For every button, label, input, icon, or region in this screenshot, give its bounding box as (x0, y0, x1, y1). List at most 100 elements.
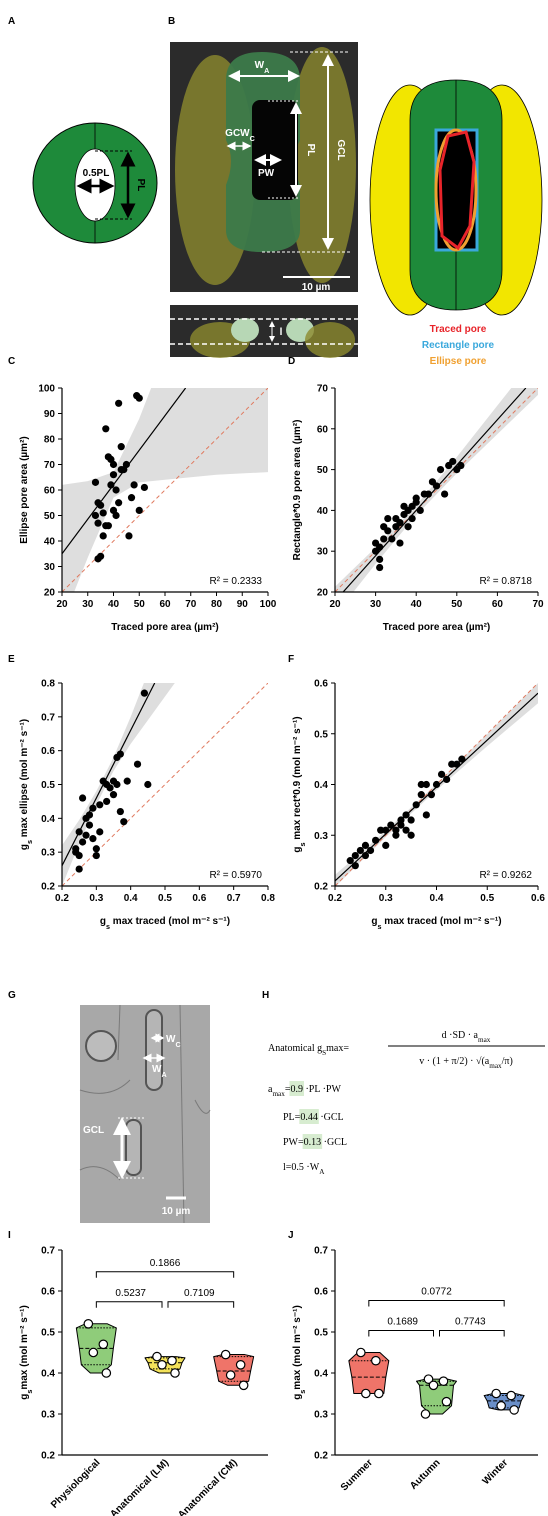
diagram-a (32, 122, 158, 244)
equation-part: 0.9 (290, 1084, 303, 1095)
data-point (85, 811, 94, 819)
micrograph-label: WC (166, 1034, 181, 1049)
y-axis-label-sub: s (298, 1390, 307, 1394)
micrograph-label-part: PL (305, 144, 316, 157)
y-axis-label-part: g (292, 1394, 303, 1400)
micrograph-label-part: GCL (335, 139, 346, 160)
data-point (102, 425, 110, 433)
x-axis-label-sub: s (378, 922, 382, 931)
annotation: R² = 0.2333 (209, 576, 262, 587)
equation-part: PL= (283, 1112, 301, 1123)
y-tick-label: 0.3 (314, 831, 328, 842)
x-tick-label: 100 (260, 599, 277, 610)
y-tick-label: 0.3 (314, 1410, 328, 1421)
micrograph-label: WA (152, 1064, 167, 1079)
violin (75, 1323, 117, 1374)
comparison-bracket (368, 1300, 505, 1307)
y-tick-label: 40 (317, 506, 329, 517)
data-point (127, 494, 136, 502)
equation-part: d ·SD · a (442, 1030, 479, 1041)
data-point (420, 1409, 431, 1419)
y-tick-label: 0.4 (41, 814, 55, 825)
micrograph-label: GCWC (225, 128, 255, 143)
data-point (361, 1388, 371, 1399)
x-tick-label: 70 (185, 599, 197, 610)
data-point (96, 828, 104, 836)
y-axis-label-part: max (mol m⁻² s⁻¹) (292, 1305, 303, 1389)
y-tick-label: 50 (44, 511, 56, 522)
data-point (135, 506, 143, 514)
data-point (408, 514, 416, 523)
x-axis-label-part: g (100, 916, 106, 927)
y-tick-label: 0.8 (41, 679, 55, 690)
y-axis-label: gsmax (mol m⁻² s⁻¹) (292, 1305, 307, 1400)
data-point (85, 821, 94, 829)
data-point (396, 519, 404, 527)
data-point (397, 821, 405, 829)
y-tick-label: 0.3 (41, 848, 55, 859)
data-point (384, 527, 392, 535)
data-point (89, 804, 97, 812)
x-tick-label: 30 (370, 599, 382, 610)
x-tick-label: 0.7 (227, 893, 241, 904)
data-point (140, 483, 148, 492)
micrograph-label-part: W (152, 1064, 162, 1075)
y-tick-label: 0.5 (41, 780, 55, 791)
comparison-bracket (368, 1330, 434, 1337)
micrograph-g (79, 1004, 211, 1224)
y-tick-label: 0.6 (314, 1287, 328, 1298)
data-point (432, 482, 441, 490)
data-point (356, 1347, 366, 1358)
data-point (79, 794, 87, 802)
x-tick-label: 0.3 (89, 893, 103, 904)
x-axis-label-part: max traced (mol m⁻² s⁻¹) (382, 916, 502, 927)
data-point (167, 1355, 177, 1366)
data-point (109, 471, 118, 479)
equation-part: 0.44 (300, 1112, 318, 1123)
data-point (382, 826, 390, 834)
x-tick-label: 50 (134, 599, 146, 610)
equation-part: 0.13 (304, 1137, 322, 1148)
equation-part: max= (326, 1043, 349, 1054)
y-axis-label-sub: s (298, 843, 307, 847)
micrograph-label-part: W (166, 1034, 176, 1045)
equation-sub: max (478, 1036, 491, 1044)
data-point (92, 851, 100, 860)
data-point (361, 841, 370, 850)
x-tick-label: 60 (159, 599, 171, 610)
comparison-bracket (95, 1271, 235, 1278)
micrograph-label-part: W (255, 60, 265, 71)
data-point (412, 494, 420, 502)
data-point (427, 791, 436, 799)
violin (213, 1354, 255, 1386)
data-point (89, 835, 97, 843)
data-point (380, 535, 388, 543)
equation-sub: max (489, 1062, 502, 1070)
equation: d ·SD · amax (442, 1030, 491, 1044)
p-value: 0.1689 (387, 1317, 418, 1328)
data-point (424, 490, 432, 498)
data-point (157, 1360, 167, 1370)
y-axis-label-part: max (mol m⁻² s⁻¹) (19, 1305, 30, 1389)
y-axis-label-part: Ellipse pore area (µm²) (19, 436, 30, 543)
data-point (94, 555, 102, 563)
x-tick-label: Physiological (49, 1457, 103, 1511)
y-axis-label-part: max rect*0.9 (mol m⁻² s⁻¹) (292, 716, 303, 842)
x-tick-label: 80 (211, 599, 223, 610)
y-tick-label: 0.4 (41, 1369, 55, 1380)
x-tick-label: 0.5 (480, 893, 494, 904)
x-axis-label: gs max traced (mol m⁻² s⁻¹) (100, 916, 230, 931)
y-axis-label-part: max ellipse (mol m⁻² s⁻¹) (19, 719, 30, 840)
data-point (441, 1396, 452, 1407)
x-tick-label: 0.2 (328, 893, 342, 904)
x-axis-label: Traced pore area (µm²) (383, 622, 490, 633)
micrograph-label-sub: A (264, 66, 269, 75)
panel-label: F (288, 654, 294, 665)
equation: Anatomical gSmax= (268, 1043, 349, 1057)
y-tick-label: 0.3 (41, 1410, 55, 1421)
micrograph-label-sub: C (250, 134, 255, 143)
data-point (372, 539, 380, 547)
identity-line (62, 683, 268, 886)
data-point (377, 826, 385, 834)
